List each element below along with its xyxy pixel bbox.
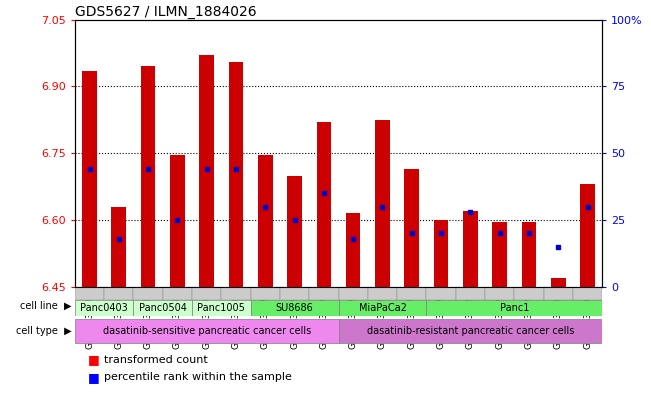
Bar	[251, 287, 280, 300]
Bar	[551, 278, 566, 287]
Bar	[346, 213, 361, 287]
Bar	[426, 287, 456, 300]
Bar	[339, 287, 368, 300]
Text: percentile rank within the sample: percentile rank within the sample	[104, 372, 292, 382]
Bar	[192, 287, 221, 300]
Text: MiaPaCa2: MiaPaCa2	[359, 303, 406, 313]
Bar	[82, 71, 97, 287]
Bar	[111, 207, 126, 287]
Bar	[316, 122, 331, 287]
Bar	[426, 300, 602, 316]
Bar	[133, 287, 163, 300]
Bar	[434, 220, 449, 287]
Text: Panc1005: Panc1005	[197, 303, 245, 313]
Text: Panc0403: Panc0403	[80, 303, 128, 313]
Text: transformed count: transformed count	[104, 354, 208, 365]
Bar	[133, 300, 192, 316]
Bar	[229, 62, 243, 287]
Text: GDS5627 / ILMN_1884026: GDS5627 / ILMN_1884026	[75, 5, 256, 18]
Text: Panc1: Panc1	[499, 303, 529, 313]
Bar	[258, 156, 273, 287]
Bar	[339, 319, 602, 343]
Bar	[251, 300, 339, 316]
Bar	[104, 287, 133, 300]
Bar	[456, 287, 485, 300]
Bar	[514, 287, 544, 300]
Bar	[339, 300, 426, 316]
Bar	[287, 176, 302, 287]
Bar	[573, 287, 602, 300]
Bar	[404, 169, 419, 287]
Bar	[170, 156, 185, 287]
Bar	[75, 300, 133, 316]
Bar	[375, 120, 390, 287]
Bar	[221, 287, 251, 300]
Bar	[485, 287, 514, 300]
Bar	[75, 287, 104, 300]
Bar	[309, 287, 339, 300]
Bar	[199, 55, 214, 287]
Bar	[368, 287, 397, 300]
Bar	[463, 211, 478, 287]
Bar	[492, 222, 507, 287]
Bar	[75, 319, 339, 343]
Text: Panc0504: Panc0504	[139, 303, 187, 313]
Text: cell line  ▶: cell line ▶	[20, 301, 72, 311]
Text: dasatinib-sensitive pancreatic cancer cells: dasatinib-sensitive pancreatic cancer ce…	[103, 326, 311, 336]
Bar	[141, 66, 156, 287]
Bar	[280, 287, 309, 300]
Bar	[521, 222, 536, 287]
Bar	[580, 184, 595, 287]
Bar	[163, 287, 192, 300]
Text: ■: ■	[88, 353, 100, 366]
Bar	[544, 287, 573, 300]
Text: dasatinib-resistant pancreatic cancer cells: dasatinib-resistant pancreatic cancer ce…	[367, 326, 574, 336]
Text: ■: ■	[88, 371, 100, 384]
Text: cell type  ▶: cell type ▶	[16, 326, 72, 336]
Text: SU8686: SU8686	[276, 303, 313, 313]
Bar	[397, 287, 426, 300]
Bar	[192, 300, 251, 316]
